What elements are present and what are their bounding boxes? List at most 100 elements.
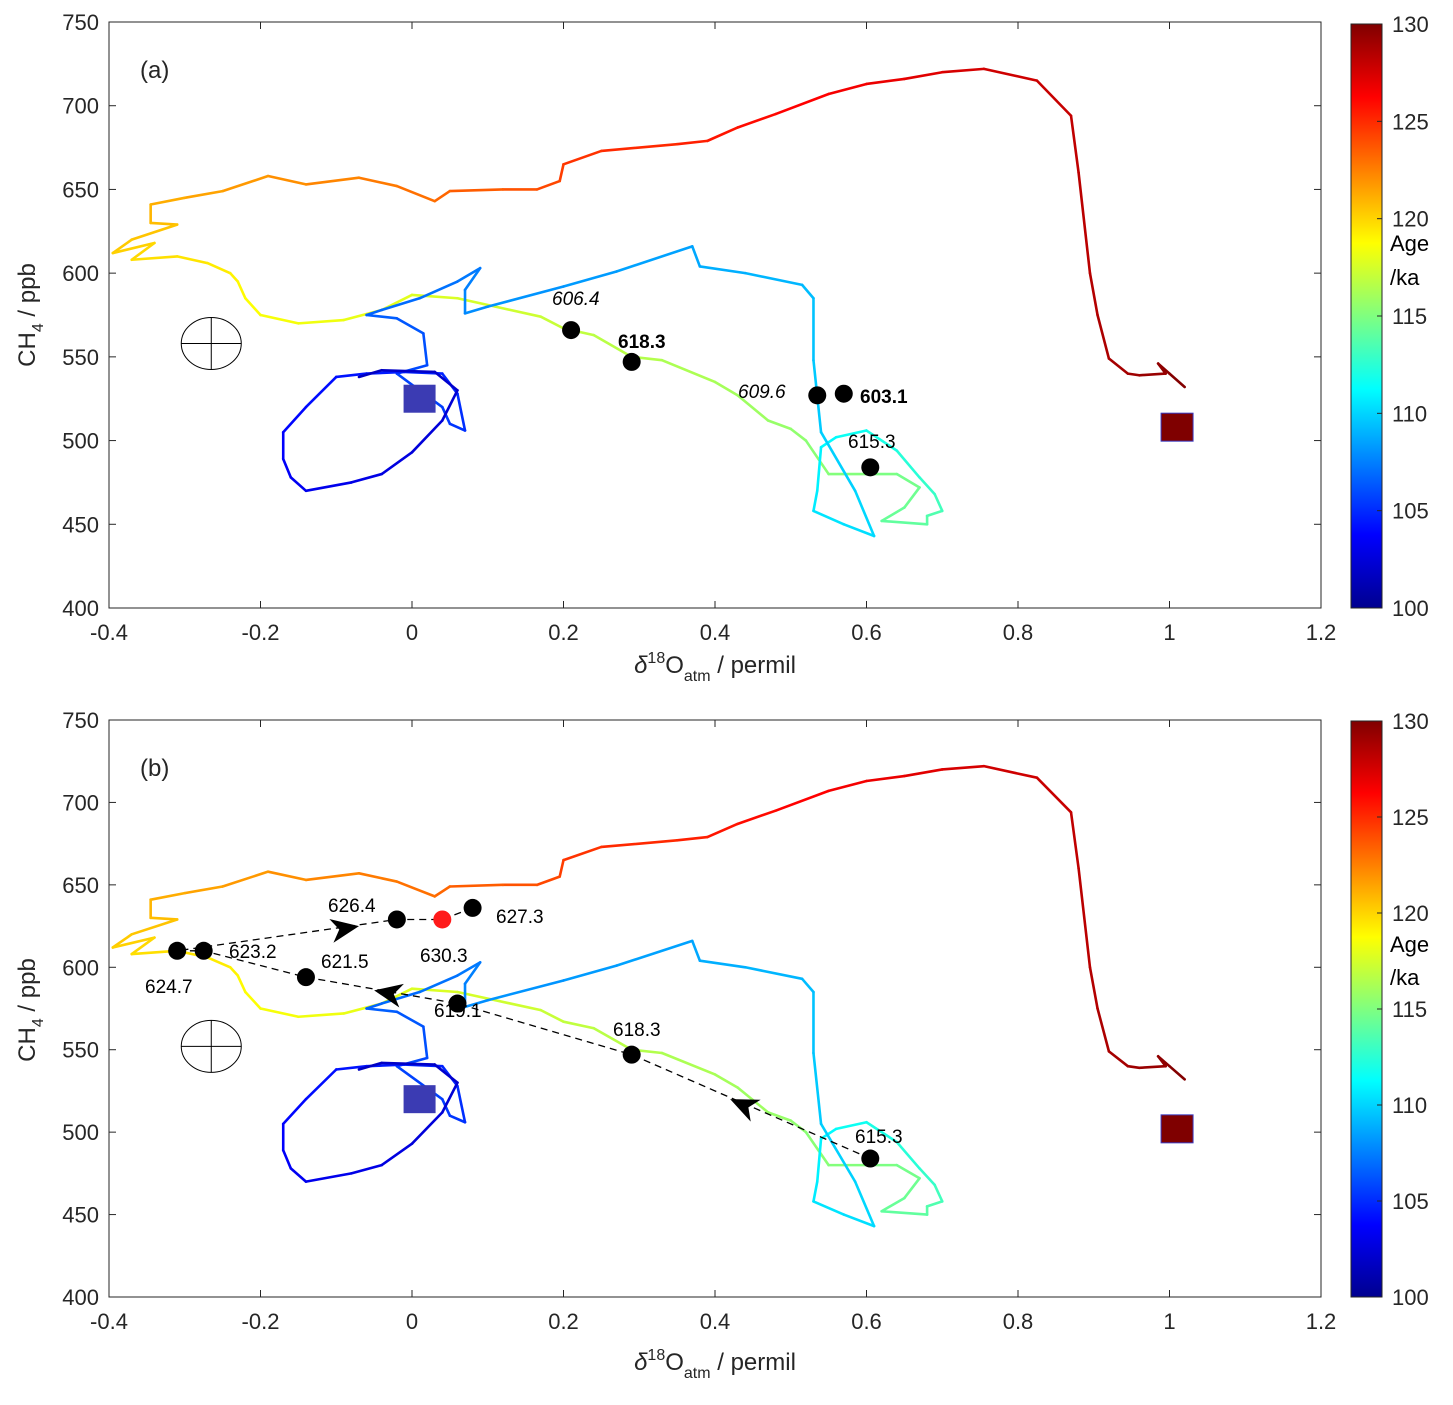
trajectory-segment: [130, 223, 179, 241]
trajectory-segment: [221, 870, 270, 888]
trajectory-segment: [1069, 114, 1080, 174]
trajectory-segment: [865, 1120, 899, 1144]
trajectory-segment: [111, 933, 134, 949]
trajectory-segment: [925, 509, 944, 518]
x-tick-label: 0.8: [1003, 1309, 1034, 1334]
x-tick-label: -0.4: [90, 1309, 128, 1334]
trajectory-segment: [297, 318, 346, 325]
x-tick-label: 0.4: [700, 620, 731, 645]
trajectory-segment: [600, 142, 679, 153]
trajectory-segment: [433, 885, 452, 898]
trajectory-segment: [297, 1012, 346, 1019]
panel-a-start-marker: [1160, 412, 1194, 442]
trajectory-segment: [865, 77, 906, 86]
trajectory-segment: [1126, 1064, 1141, 1070]
trajectory-segment: [130, 918, 179, 936]
trajectory-segment: [440, 389, 459, 422]
panel-a-points: [562, 321, 880, 477]
panel-a-y-axis-label: CH4 / ppb: [14, 263, 47, 367]
trajectory-segment: [535, 875, 562, 887]
trajectory-segment: [418, 280, 459, 300]
label-b-626-4: 626.4: [328, 896, 376, 917]
trajectory-segment: [1035, 776, 1073, 814]
panel-a-x-ticks: -0.4 -0.2 0 0.2 0.4 0.6 0.8 1 1.2: [90, 22, 1336, 645]
trajectory-segment: [698, 265, 747, 275]
trajectory-segment: [221, 174, 270, 193]
panel-b-points: [168, 898, 880, 1168]
point-a-603-1: [834, 384, 853, 403]
trajectory-segment: [766, 1111, 793, 1122]
y-tick-label: 700: [62, 790, 99, 815]
trajectory-segment: [918, 1167, 936, 1187]
trajectory-segment: [812, 1051, 823, 1126]
trajectory-segment: [774, 92, 830, 116]
x-label-tail: / permil: [711, 652, 796, 679]
trajectory-segment: [206, 261, 232, 275]
panel-b-end-marker: [403, 1085, 436, 1114]
x-tick-label: 0: [406, 1309, 418, 1334]
colorbar-b-title-unit: /ka: [1390, 965, 1420, 990]
trajectory-segment: [350, 1163, 384, 1175]
x-tick-label: 1: [1163, 1309, 1175, 1334]
trajectory-segment: [183, 189, 224, 200]
trajectory-segment: [675, 835, 709, 842]
panel-b-point-labels: 615.3 618.3 619.1 621.5 623.2 624.7 626.…: [145, 896, 903, 1148]
trajectory-segment: [819, 1127, 838, 1141]
trajectory-segment: [380, 990, 421, 1005]
x-tick-label: -0.2: [242, 620, 280, 645]
panel-a-label: (a): [140, 57, 169, 84]
trajectory-segment: [562, 270, 618, 288]
colorbar-tick-label: 115: [1392, 997, 1427, 1022]
point-b-627-3: [463, 898, 482, 917]
y-tick-label: 750: [62, 708, 99, 733]
trajectory-segment: [206, 956, 232, 969]
trajectory-segment: [395, 317, 425, 335]
arrow-1: [730, 1099, 761, 1122]
trajectory-segment: [357, 872, 399, 883]
trajectory-segment: [812, 509, 846, 526]
panel-a-colorbar: 100 105 110 115 120 125 130 Age /ka: [1350, 12, 1429, 621]
trajectory-segment: [149, 221, 179, 226]
panel-b-y-axis-label: CH4 / ppb: [14, 958, 47, 1062]
trajectory-segment: [304, 872, 361, 882]
y-tick-label: 650: [62, 177, 99, 202]
trajectory-segment: [463, 266, 482, 292]
trajectory-segment: [706, 822, 740, 839]
colorbar-tick-label: 110: [1392, 1093, 1427, 1118]
y-tick-label: 400: [62, 1285, 99, 1310]
trajectory-segment: [1107, 1050, 1130, 1068]
trajectory-segment: [365, 313, 399, 320]
y-tick-label: 700: [62, 94, 99, 119]
trajectory-segment: [940, 764, 986, 771]
trajectory-segment: [812, 1180, 819, 1203]
trajectory-segment: [558, 858, 565, 878]
trajectory-segment: [819, 430, 857, 493]
trajectory-segment: [149, 196, 187, 206]
trajectory-segment: [804, 439, 830, 476]
trajectory-segment: [815, 1137, 823, 1183]
trajectory-segment: [1156, 1055, 1168, 1068]
trajectory-segment: [903, 70, 944, 81]
y-tick-label: 550: [62, 1038, 99, 1063]
trajectory-segment: [380, 368, 437, 374]
trajectory-segment: [895, 1163, 921, 1180]
panel-b-label: (b): [140, 755, 169, 782]
trajectory-segment: [1069, 811, 1080, 870]
x-label-delta: δ: [634, 652, 648, 679]
trajectory-segment: [289, 1167, 308, 1183]
colorbar-a-gradient: [1350, 23, 1383, 609]
panel-b-colorbar: 100 105 110 115 120 125 130 Age /ka: [1350, 709, 1429, 1310]
trajectory-segment: [562, 845, 603, 862]
trajectory-segment: [422, 1025, 429, 1060]
trajectory-segment: [895, 1140, 921, 1170]
trajectory-segment: [266, 174, 308, 186]
trajectory-segment: [228, 271, 240, 283]
trajectory-segment: [259, 1007, 300, 1019]
trajectory-segment: [592, 333, 633, 359]
panel-a-end-marker: [403, 384, 436, 413]
trajectory-segment: [865, 774, 906, 783]
trajectory-segment: [853, 1180, 876, 1228]
point-b-619-1: [448, 994, 467, 1013]
trajectory-segment: [1107, 357, 1130, 375]
trajectory-segment: [880, 519, 929, 526]
